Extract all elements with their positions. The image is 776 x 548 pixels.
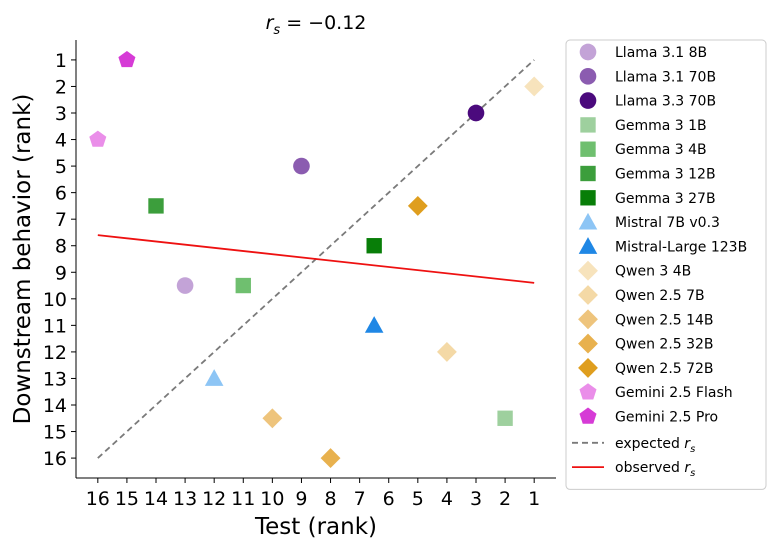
y-tick-label: 10 <box>43 289 67 311</box>
point-qwen-2-5-32b <box>320 448 341 469</box>
point-gemini-2-5-flash <box>89 130 107 147</box>
legend-label: Gemma 3 27B <box>615 191 716 207</box>
y-axis-label: Downstream behavior (rank) <box>10 94 36 425</box>
legend-marker <box>578 237 598 254</box>
legend-marker <box>579 407 597 424</box>
legend-marker <box>579 383 597 400</box>
legend: Llama 3.1 8B Llama 3.1 70B Llama 3.3 70B Ge… <box>565 39 767 490</box>
legend-r-symbol: r <box>684 460 691 476</box>
point-gemini-2-5-pro <box>118 50 136 68</box>
x-tick-label: 4 <box>441 488 453 510</box>
reference-lines <box>97 59 535 459</box>
point-gemma-3-12b <box>148 198 164 214</box>
legend-label: Qwen 2.5 14B <box>615 312 714 328</box>
y-tick-label: 7 <box>55 209 67 231</box>
legend-r-symbol: r <box>684 436 691 452</box>
legend-r-sub: s <box>690 444 695 455</box>
point-gemma-3-1b <box>497 410 513 426</box>
y-tick-label: 13 <box>43 368 67 390</box>
legend-label: Qwen 2.5 7B <box>615 288 705 304</box>
point-mistral-large-123b <box>364 316 384 333</box>
x-tick-label: 5 <box>412 488 424 510</box>
legend-label: Llama 3.3 70B <box>615 94 716 110</box>
x-axis-label: Test (rank) <box>254 514 377 540</box>
legend-marker <box>580 165 596 182</box>
legend-label: Qwen 2.5 32B <box>615 337 714 353</box>
y-tick-label: 3 <box>55 103 67 125</box>
point-llama-3-1-8b <box>176 277 194 294</box>
x-tick-label: 9 <box>295 488 307 510</box>
x-tick-label: 11 <box>231 488 255 510</box>
x-tick-label: 10 <box>260 488 284 510</box>
x-tick-label: 15 <box>115 488 139 510</box>
legend-label: Llama 3.1 70B <box>615 69 716 85</box>
point-qwen-2-5-72b <box>407 195 428 216</box>
x-tick-label: 16 <box>86 488 110 510</box>
y-tick-label: 11 <box>43 315 67 337</box>
y-tick-label: 15 <box>43 422 67 444</box>
point-llama-3-3-70b <box>467 104 485 122</box>
y-tick-label: 1 <box>55 50 67 72</box>
legend-label: Llama 3.1 8B <box>615 45 707 61</box>
legend-marker <box>579 43 597 61</box>
y-tick-label: 16 <box>43 448 67 470</box>
legend-marker <box>579 67 597 85</box>
x-tick-label: 12 <box>202 488 226 510</box>
legend-marker <box>578 333 598 354</box>
axes: 16 15 14 13 12 11 10 9 8 7 6 5 4 3 2 112345678910111213… <box>43 40 556 510</box>
point-qwen-2-5-14b <box>262 408 283 429</box>
y-tick-label: 12 <box>43 342 67 364</box>
x-tick-label: 3 <box>470 488 482 510</box>
legend-line-name: observed <box>615 460 684 476</box>
y-tick-label: 8 <box>55 236 67 258</box>
point-mistral-7b-v0-3 <box>204 369 224 386</box>
observed-rs-line <box>97 234 535 284</box>
legend-frame <box>565 39 767 490</box>
legend-label: Gemma 3 4B <box>615 142 707 158</box>
legend-label: Mistral 7B v0.3 <box>615 215 720 231</box>
point-llama-3-1-70b <box>293 157 310 175</box>
x-tick-label: 8 <box>324 488 336 510</box>
legend-r-sub: s <box>690 468 695 479</box>
y-tick-label: 9 <box>55 262 67 284</box>
legend-label: Gemini 2.5 Flash <box>615 385 733 401</box>
legend-marker <box>579 92 597 109</box>
chart-title: rs = −0.12 <box>266 12 367 38</box>
y-tick-label: 4 <box>55 130 67 152</box>
y-tick-label: 14 <box>43 395 67 417</box>
y-tick-label: 6 <box>55 183 67 205</box>
legend-marker <box>578 357 598 378</box>
legend-label: Gemini 2.5 Pro <box>615 410 718 426</box>
legend-marker <box>578 309 598 330</box>
x-tick-label: 2 <box>499 488 511 510</box>
x-tick-label: 14 <box>144 488 168 510</box>
data-points <box>89 50 545 469</box>
point-qwen-2-5-7b <box>436 341 457 362</box>
y-tick-label: 2 <box>55 76 67 98</box>
legend-marker <box>578 212 598 230</box>
legend-label: Qwen 2.5 72B <box>615 361 714 377</box>
legend-label: Qwen 3 4B <box>615 264 691 280</box>
legend-marker <box>578 260 598 281</box>
point-qwen-3-4b <box>524 76 545 97</box>
legend-marker <box>580 141 596 157</box>
legend-label: expected rs <box>615 436 695 455</box>
y-tick-label: 5 <box>55 156 67 178</box>
x-tick-label: 13 <box>173 488 197 510</box>
legend-marker <box>580 190 596 206</box>
x-tick-label: 6 <box>383 488 395 510</box>
point-gemma-3-27b <box>366 238 382 254</box>
legend-line-name: expected <box>615 436 684 452</box>
legend-marker <box>580 117 596 133</box>
x-tick-label: 1 <box>528 488 540 510</box>
point-gemma-3-4b <box>235 277 251 294</box>
legend-marker <box>578 285 598 305</box>
legend-label: Gemma 3 1B <box>615 118 707 134</box>
x-tick-label: 7 <box>354 488 366 510</box>
legend-label: observed rs <box>615 460 695 479</box>
legend-label: Mistral-Large 123B <box>615 239 747 255</box>
legend-label: Gemma 3 12B <box>615 167 716 183</box>
